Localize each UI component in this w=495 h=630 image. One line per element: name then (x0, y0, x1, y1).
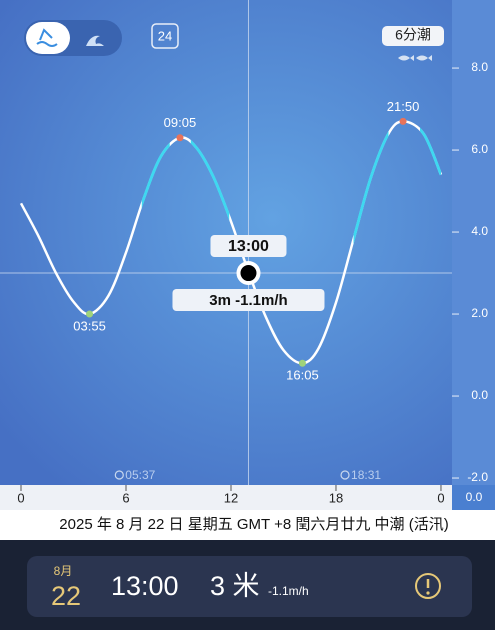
x-tick-label: 6 (122, 490, 129, 505)
y-tick-label: -2.0 (467, 470, 488, 484)
corner-value: 0.0 (466, 490, 483, 504)
x-tick-label: 18 (329, 490, 343, 505)
extreme-point (399, 117, 407, 125)
current-time-box (210, 235, 287, 257)
fish-icon (398, 55, 432, 61)
mode-tide[interactable] (26, 22, 70, 54)
sunset-icon (340, 470, 350, 480)
current-time: 13:00 (228, 238, 269, 255)
wave-icon[interactable] (86, 35, 104, 46)
extreme-label: 09:05 (164, 115, 197, 130)
extreme-point (86, 310, 94, 318)
warning-icon[interactable] (415, 573, 441, 599)
date-line: 2025 年 8 月 22 日 星期五 GMT +8 閏六月廿九 中潮 (活汛) (59, 516, 448, 533)
time: 13:00 (111, 571, 179, 601)
extreme-label: 03:55 (73, 318, 106, 333)
extreme-label: 16:05 (286, 368, 319, 383)
current-value: 3m -1.1m/h (209, 292, 287, 309)
y-tick-label: 0.0 (471, 388, 488, 402)
extreme-label: 21:50 (387, 99, 420, 114)
highlight-segment (353, 130, 389, 245)
extreme-point (298, 359, 306, 367)
x-tick-label: 12 (224, 490, 238, 505)
y-tick-label: 4.0 (471, 224, 488, 238)
y-axis-strip (452, 0, 495, 485)
x-tick-label: 0 (17, 490, 24, 505)
day: 22 (51, 581, 81, 611)
x-axis-strip (0, 485, 452, 510)
y-tick-label: 8.0 (471, 60, 488, 74)
info-card (27, 556, 472, 617)
extreme-point (176, 134, 184, 142)
date-band (0, 510, 495, 540)
x-tick-label: 0 (437, 490, 444, 505)
rate: -1.1m/h (268, 584, 309, 598)
month: 8月 (54, 564, 73, 578)
day-button[interactable] (151, 23, 179, 49)
tide-label: 6分潮 (395, 27, 431, 43)
tide-badge (382, 26, 444, 46)
day-icon-label: 24 (158, 28, 172, 43)
y-tick-label: 2.0 (471, 306, 488, 320)
tide-icon (36, 28, 58, 47)
height: 3 米 (210, 571, 260, 601)
warning-button[interactable] (415, 573, 441, 599)
sunset-label: 18:31 (351, 468, 381, 482)
current-point (240, 265, 257, 282)
warning-dot (426, 591, 430, 595)
corner-box (452, 485, 495, 510)
sunrise-label: 05:37 (125, 468, 155, 482)
sunrise-icon (114, 470, 124, 480)
y-tick-label: 6.0 (471, 142, 488, 156)
current-value-box (172, 289, 325, 311)
